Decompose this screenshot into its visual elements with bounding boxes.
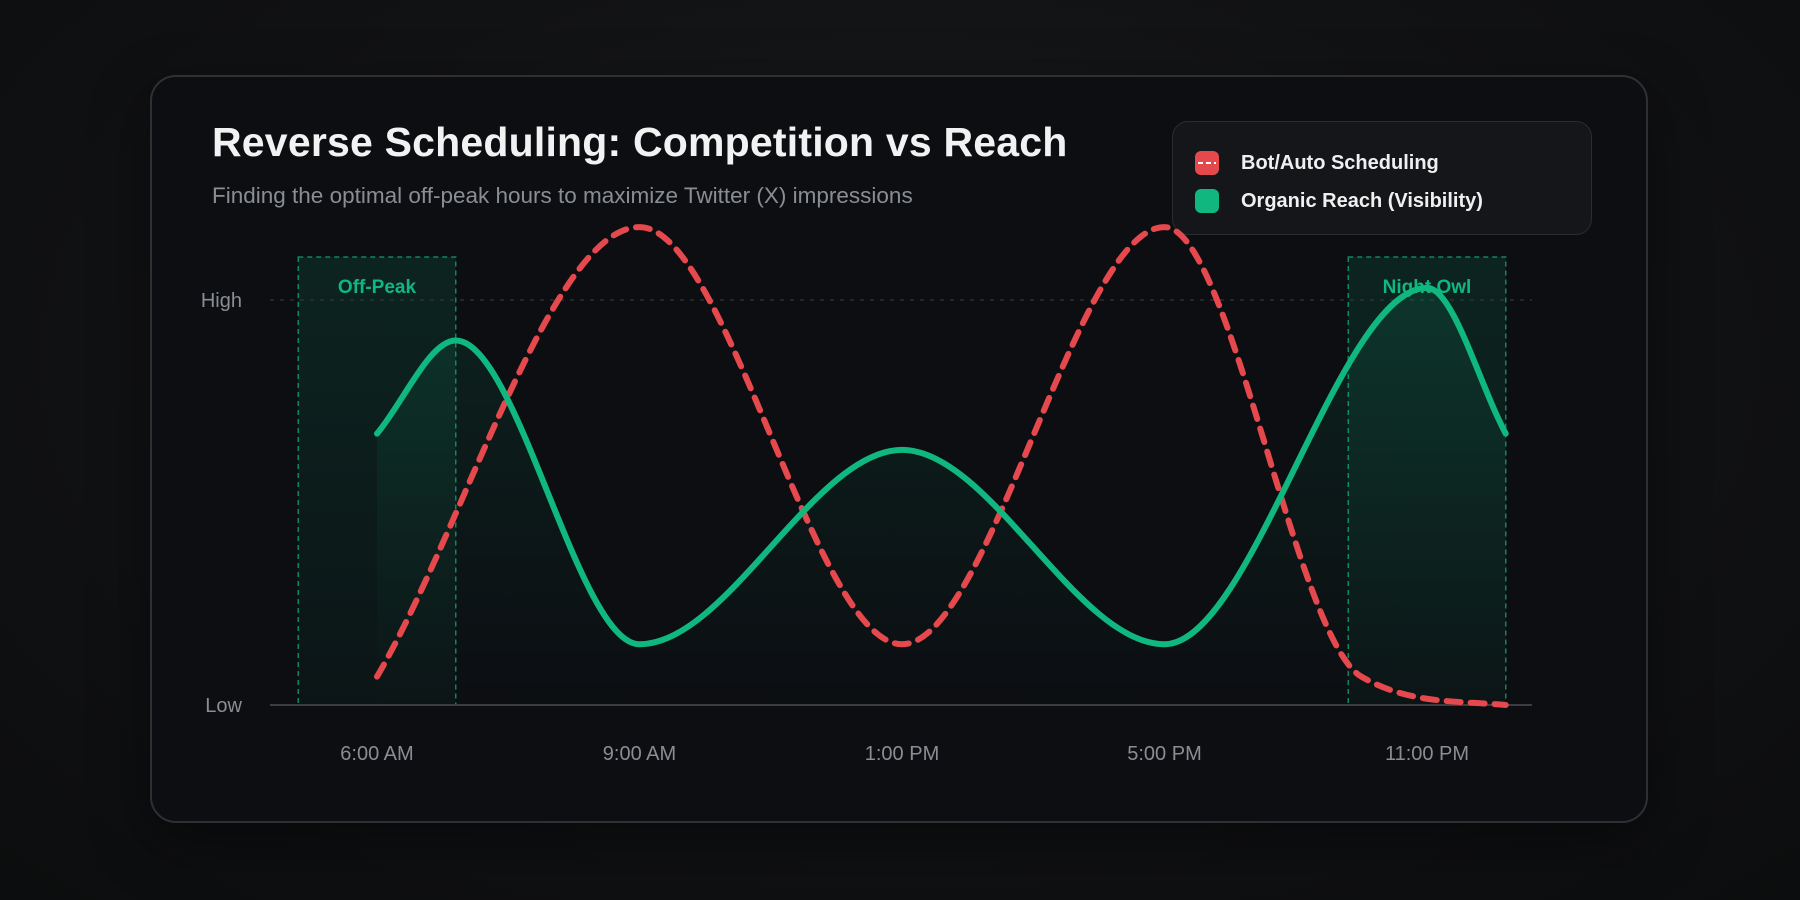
- y-tick-label: High: [201, 290, 242, 312]
- x-tick-label: 6:00 AM: [340, 743, 413, 765]
- series-lines: [374, 224, 1509, 708]
- chart-title: Reverse Scheduling: Competition vs Reach: [212, 119, 1068, 165]
- legend-item-organic-reach[interactable]: Organic Reach (Visibility): [1195, 182, 1591, 220]
- zone-label: Off-Peak: [338, 277, 417, 298]
- legend-label: Organic Reach (Visibility): [1241, 189, 1483, 212]
- x-tick-label: 11:00 PM: [1385, 743, 1469, 765]
- organic-reach-line: [374, 284, 1509, 648]
- y-tick-label: Low: [205, 695, 242, 717]
- solid-swatch-icon: [1195, 189, 1219, 213]
- axis-labels: Low High 6:00 AM 9:00 AM 1:00 PM 5:00 PM 11:00…: [201, 290, 1469, 765]
- x-tick-label: 5:00 PM: [1127, 743, 1201, 765]
- chart-subtitle: Finding the optimal off-peak hours to ma…: [212, 183, 913, 208]
- chart-legend: Bot/Auto Scheduling Organic Reach (Visib…: [1172, 121, 1592, 235]
- legend-label: Bot/Auto Scheduling: [1241, 151, 1439, 174]
- bot-scheduling-line: [374, 224, 1509, 708]
- x-tick-label: 1:00 PM: [865, 743, 939, 765]
- chart-card: Reverse Scheduling: Competition vs Reach…: [150, 75, 1648, 823]
- x-tick-label: 9:00 AM: [603, 743, 676, 765]
- dashed-line-swatch-icon: [1195, 151, 1219, 175]
- legend-item-bot-scheduling[interactable]: Bot/Auto Scheduling: [1195, 144, 1591, 182]
